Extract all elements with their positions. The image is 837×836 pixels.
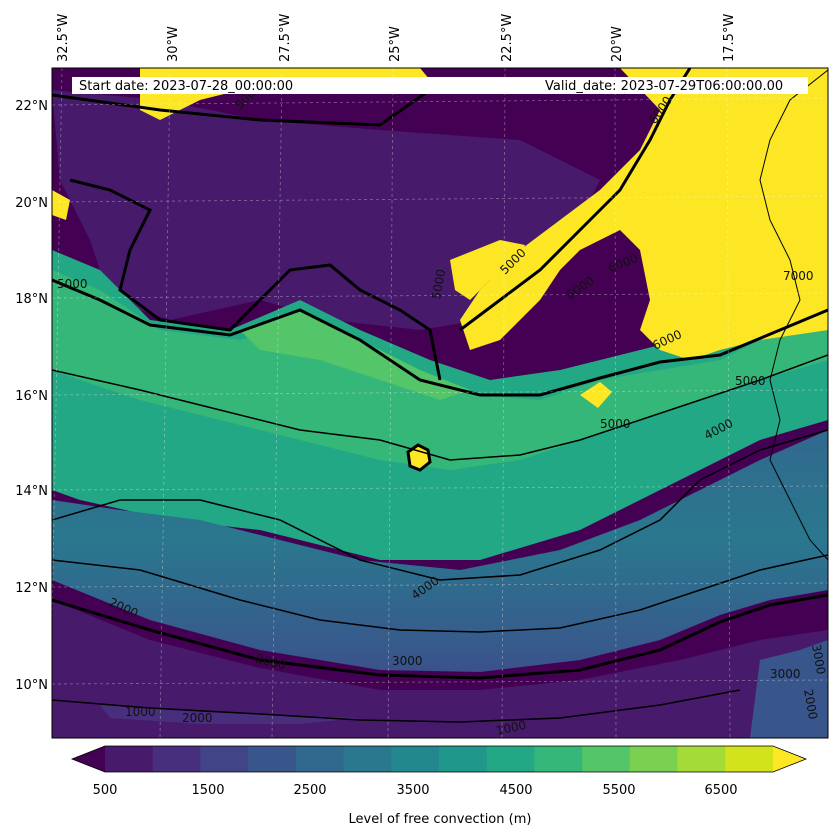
colorbar-extend-high — [773, 746, 806, 772]
yellow-region-mid — [450, 240, 525, 300]
south-dark-band-inner — [52, 600, 828, 738]
colorbar-tick: 5500 — [602, 783, 635, 798]
colorbar-swatch — [391, 746, 440, 772]
contour-label: 2000 — [801, 688, 820, 721]
colorbar-swatch — [486, 746, 535, 772]
colorbar-tick: 6500 — [704, 783, 737, 798]
colorbar-tick: 1500 — [191, 783, 224, 798]
colorbar — [70, 745, 808, 773]
lat-label: 10°N — [15, 678, 48, 693]
colorbar-swatch — [295, 746, 345, 772]
yellow-blob-east-south — [580, 382, 612, 408]
colorbar-swatch — [248, 746, 297, 772]
contour-1000 — [52, 689, 741, 723]
contour-label: 1000 — [495, 718, 528, 738]
colorbar-tick: 3500 — [396, 783, 429, 798]
lat-label: 18°N — [15, 292, 48, 307]
contour-yellow-blob — [406, 443, 432, 472]
lat-label: 20°N — [15, 196, 48, 211]
lon-label: 20°W — [610, 26, 625, 62]
colorbar-swatch — [582, 746, 631, 772]
yellow-region-northeast — [460, 68, 828, 360]
contour-north-loop — [69, 178, 442, 381]
lon-label: 22.5°W — [500, 14, 515, 62]
southeast-patch — [750, 640, 828, 738]
contour-label: 1000 — [125, 705, 156, 719]
bright-green-strip — [240, 310, 470, 400]
contour-2000 — [52, 593, 828, 680]
colorbar-tick: 2500 — [293, 783, 326, 798]
colorbar-extend-low — [72, 746, 105, 772]
contour-label: 7000 — [783, 269, 814, 283]
contour-label: 5000 — [735, 374, 766, 388]
latitude-labels: 22°N 20°N 18°N 16°N 14°N 12°N 10°N — [15, 99, 48, 693]
colorbar-swatch — [439, 746, 488, 772]
colorbar-label: Level of free convection (m) — [349, 812, 532, 827]
colorbar-outline — [70, 745, 808, 773]
colorbar-tick: 4500 — [499, 783, 532, 798]
contour-label: 5000 — [600, 417, 631, 431]
contour-label: 3000 — [770, 667, 801, 681]
colorbar-swatch — [677, 746, 726, 772]
colorbar-swatch — [152, 746, 201, 772]
lon-label: 32.5°W — [56, 14, 71, 62]
longitude-labels: 32.5°W 30°W 27.5°W 25°W 22.5°W 20°W 17.5… — [56, 14, 737, 62]
yellow-blob-center — [408, 445, 430, 470]
contour-label: 3000 — [392, 654, 423, 668]
lon-label: 27.5°W — [278, 14, 293, 62]
date-banner — [72, 77, 808, 94]
colorbar-swatch — [534, 746, 583, 772]
contour-5000 — [52, 278, 828, 397]
lat-label: 14°N — [15, 484, 48, 499]
coastline-africa — [759, 69, 828, 561]
light-green-band — [52, 270, 828, 470]
colorbar-swatch — [629, 746, 679, 772]
start-date-text: Start date: 2023-07-28_00:00:00 — [79, 79, 293, 94]
lat-label: 16°N — [15, 389, 48, 404]
contour-label: 5000 — [57, 277, 88, 291]
colorbar-swatch — [343, 746, 392, 772]
colorbar-tick-labels: 500 1500 2500 3500 4500 5500 6500 — [93, 783, 738, 798]
colorbar-tick: 500 — [93, 783, 118, 798]
valid-date-text: Valid_date: 2023-07-29T06:00:00.00 — [545, 79, 783, 94]
map-frame — [51, 67, 829, 739]
yellow-blob-west — [52, 190, 70, 220]
contour-lines — [52, 68, 828, 723]
lon-label: 25°W — [388, 26, 403, 62]
contour-label: 3000 — [809, 643, 828, 676]
lon-label: 30°W — [166, 26, 181, 62]
map-panel: 5000 5000 6000 6000 6000 7000 6000 5000 … — [52, 68, 828, 738]
lat-label: 22°N — [15, 99, 48, 114]
contour-label: 2000 — [182, 711, 213, 725]
contour-4000 — [52, 354, 828, 461]
contour-3000 — [52, 554, 828, 633]
lat-label: 12°N — [15, 581, 48, 596]
contour-6000-north — [52, 68, 692, 332]
contour-4000-south — [52, 429, 828, 581]
graticule — [52, 68, 828, 738]
colorbar-swatch — [200, 746, 249, 772]
contour-label: 5000 — [429, 268, 448, 301]
lon-label: 17.5°W — [722, 14, 737, 62]
colorbar-swatch — [105, 746, 154, 772]
south-indigo-strip — [100, 705, 360, 724]
colorbar-swatch — [725, 746, 774, 772]
